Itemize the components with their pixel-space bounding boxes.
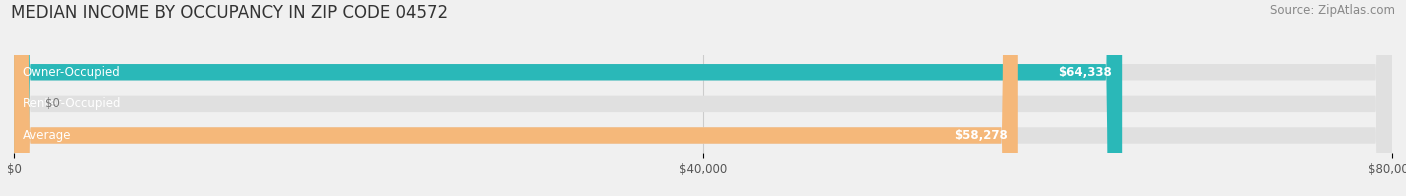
FancyBboxPatch shape <box>14 0 1392 196</box>
FancyBboxPatch shape <box>14 0 1392 196</box>
Text: Average: Average <box>22 129 72 142</box>
Text: MEDIAN INCOME BY OCCUPANCY IN ZIP CODE 04572: MEDIAN INCOME BY OCCUPANCY IN ZIP CODE 0… <box>11 4 449 22</box>
Text: $0: $0 <box>45 97 60 110</box>
FancyBboxPatch shape <box>14 0 1018 196</box>
Text: Owner-Occupied: Owner-Occupied <box>22 66 121 79</box>
Text: Source: ZipAtlas.com: Source: ZipAtlas.com <box>1270 4 1395 17</box>
Text: Renter-Occupied: Renter-Occupied <box>22 97 121 110</box>
Text: $64,338: $64,338 <box>1059 66 1112 79</box>
Text: $58,278: $58,278 <box>953 129 1008 142</box>
FancyBboxPatch shape <box>14 0 1122 196</box>
FancyBboxPatch shape <box>14 0 1392 196</box>
